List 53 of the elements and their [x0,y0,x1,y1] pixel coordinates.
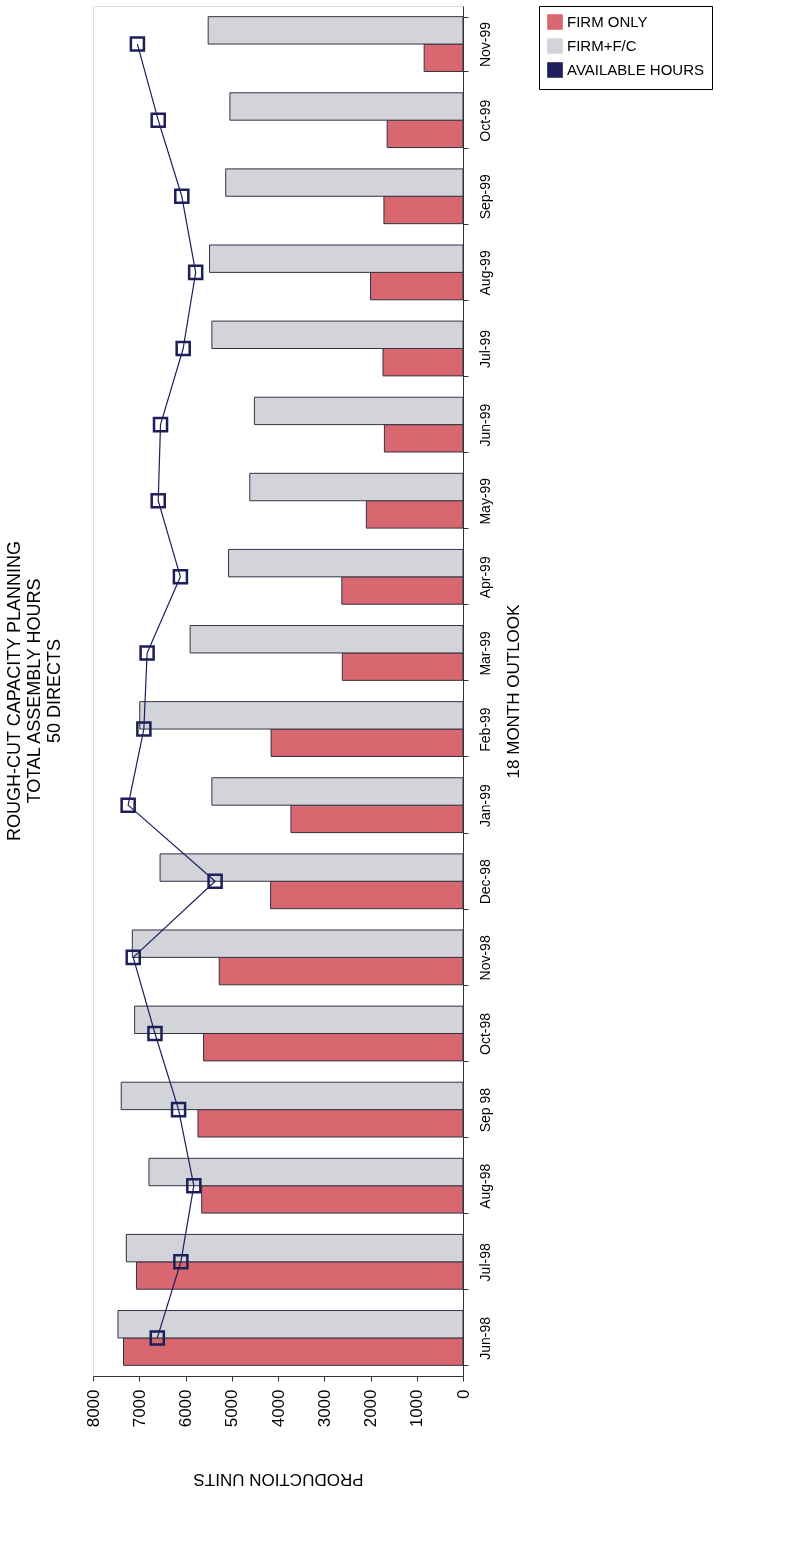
y-tick-label: Jan-99 [476,784,493,828]
y-tick-label: Jun-98 [476,1316,493,1360]
point [139,645,155,661]
x-tick-label: 0 [453,1389,473,1399]
y-axis-title: 18 MONTH OUTLOOK [503,603,523,779]
legend-label: FIRM+F/C [567,37,637,54]
point [187,264,204,281]
y-tick-label: Nov-98 [476,935,493,981]
legend-label: AVAILABLE HOURS [567,61,704,78]
x-tick-label: 1000 [407,1389,427,1428]
point [129,36,146,52]
x-tick-label: 4000 [268,1389,288,1428]
point [186,1177,202,1194]
y-tick-label: Nov-99 [476,21,493,68]
y-tick-label: Oct-99 [476,99,493,142]
point [172,569,189,585]
legend-label: FIRM ONLY [567,13,648,30]
x-tick-label: 7000 [129,1389,149,1428]
y-tick-label: Aug-98 [476,1163,493,1209]
text: TOTAL ASSEMBLY HOURS [24,578,44,804]
y-tick-label: Feb-99 [476,707,493,752]
point [173,1254,189,1270]
y-tick-label: Jul-99 [476,329,493,369]
point [125,949,142,966]
y-tick-label: Aug-99 [476,250,493,296]
y-tick-label: Mar-99 [476,631,493,676]
text: ROUGH-CUT CAPACITY PLANNING [4,540,24,842]
point [152,416,169,433]
y-tick-label: Jul-98 [476,1243,493,1282]
y-tick-label: Apr-99 [476,556,493,599]
y-tick-label: May-99 [476,477,493,525]
x-tick-label: 8000 [83,1389,103,1428]
text: 50 DIRECTS [44,638,64,744]
point [150,112,166,128]
point [150,492,166,509]
point [170,1101,187,1118]
y-tick-label: Oct-98 [476,1012,493,1056]
y-tick-label: Sep-99 [476,174,493,220]
point [149,1330,166,1346]
point [147,1025,163,1042]
point [174,188,190,205]
y-tick-label: Dec-98 [476,859,493,905]
x-tick-label: 5000 [222,1389,242,1428]
x-tick-label: 3000 [314,1389,334,1428]
point [136,721,152,737]
point [175,340,191,357]
x-tick-label: 6000 [176,1389,195,1428]
x-tick-label: 2000 [361,1389,380,1428]
point [120,797,136,813]
point [207,873,223,890]
x-axis-title: PRODUCTION UNITS [193,1470,364,1490]
y-tick-label: Sep 98 [476,1087,493,1133]
y-tick-label: Jun-99 [476,403,493,447]
